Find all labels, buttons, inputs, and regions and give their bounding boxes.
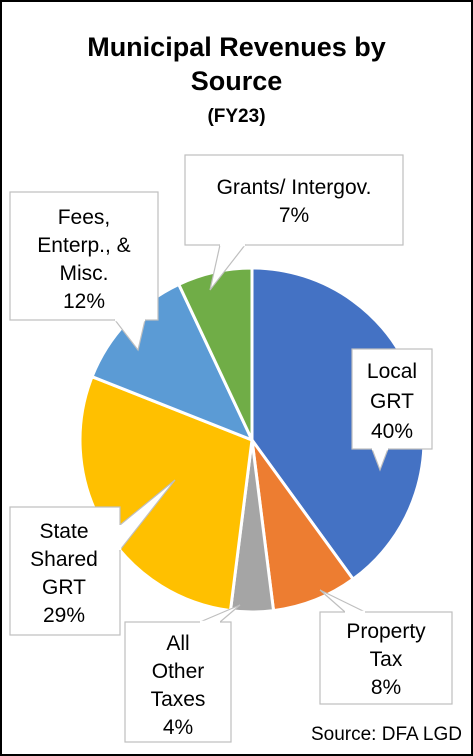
data-label-text: Other (152, 660, 205, 683)
data-label-local-grt: Local GRT 40% (351, 348, 433, 472)
data-label-text: Fees, (58, 206, 111, 229)
data-label-box (351, 348, 433, 450)
data-label-text: 29% (43, 604, 85, 627)
data-label-text: 7% (279, 204, 309, 227)
data-label-box (184, 154, 404, 246)
data-label-text: Tax (370, 648, 403, 671)
data-label-text: Enterp., & (37, 234, 130, 257)
data-label-all-other-taxes: All Other Taxes 4% (124, 604, 241, 743)
data-label-text: GRT (370, 390, 414, 413)
data-label-text: 8% (371, 676, 401, 699)
data-label-box (319, 611, 453, 705)
data-label-pointer (319, 589, 366, 613)
data-label-text: Property (346, 620, 426, 643)
data-label-text: Shared (30, 548, 98, 571)
data-label-text: Local (367, 360, 417, 383)
data-label-property-tax: Property Tax 8% (319, 589, 453, 705)
data-label-fees-enterp-misc: Fees, Enterp., & Misc. 12% (9, 191, 159, 352)
data-label-text: All (166, 632, 189, 655)
data-label-state-shared-grt: State Shared GRT 29% (9, 479, 176, 636)
data-label-box (9, 191, 159, 321)
data-label-box (9, 506, 121, 636)
data-label-text: 12% (63, 290, 105, 313)
source-note: Source: DFA LGD (311, 724, 462, 745)
chart-title-line-2: Source (190, 66, 283, 96)
data-label-text: GRT (42, 576, 86, 599)
data-label-grants-intergov: Grants/ Intergov. 7% (184, 154, 404, 291)
data-label-text: Taxes (151, 688, 206, 711)
data-label-text: 40% (371, 420, 413, 443)
chart-title-line-1: Municipal Revenues by (87, 32, 386, 62)
data-label-text: Misc. (60, 262, 109, 285)
data-label-text: State (39, 520, 88, 543)
data-label-text: 4% (163, 716, 193, 739)
data-label-text: Grants/ Intergov. (217, 176, 372, 199)
chart-subtitle: (FY23) (207, 106, 266, 127)
data-label-box (124, 621, 232, 743)
